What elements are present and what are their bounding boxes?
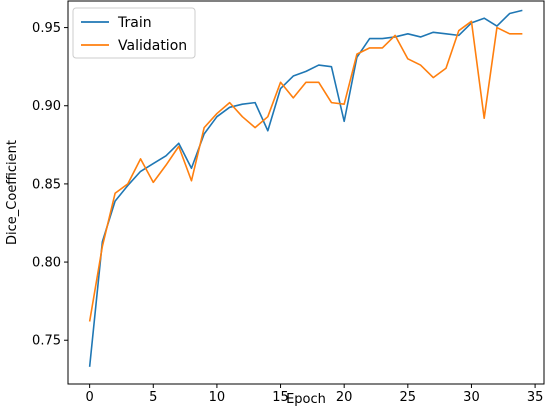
plot-area [88, 9, 523, 367]
y-axis: 0.75 0.80 0.85 0.90 0.95 [32, 21, 68, 349]
x-tick-label: 5 [149, 390, 157, 405]
x-tick-label: 25 [400, 390, 417, 405]
x-axis-title: Epoch [286, 392, 326, 407]
series-line-validation [88, 20, 523, 322]
y-tick-label: 0.75 [32, 334, 61, 349]
legend: Train Validation [72, 7, 196, 59]
x-tick-label: 0 [85, 390, 93, 405]
y-tick-label: 0.85 [32, 177, 61, 192]
x-tick-label: 15 [272, 390, 289, 405]
x-axis: 0 5 10 15 20 25 30 35 [85, 384, 543, 405]
legend-label-validation: Validation [118, 38, 187, 54]
legend-label-train: Train [117, 15, 152, 31]
x-tick-label: 35 [527, 390, 544, 405]
series-line-train [88, 9, 523, 367]
y-tick-label: 0.80 [32, 256, 61, 271]
x-tick-label: 10 [209, 390, 226, 405]
y-tick-label: 0.95 [32, 21, 61, 36]
y-tick-label: 0.90 [32, 99, 61, 114]
axes-frame [67, 0, 545, 385]
x-tick-label: 30 [463, 390, 480, 405]
y-axis-title: Dice_Coefficient [5, 140, 20, 245]
x-tick-label: 20 [336, 390, 353, 405]
